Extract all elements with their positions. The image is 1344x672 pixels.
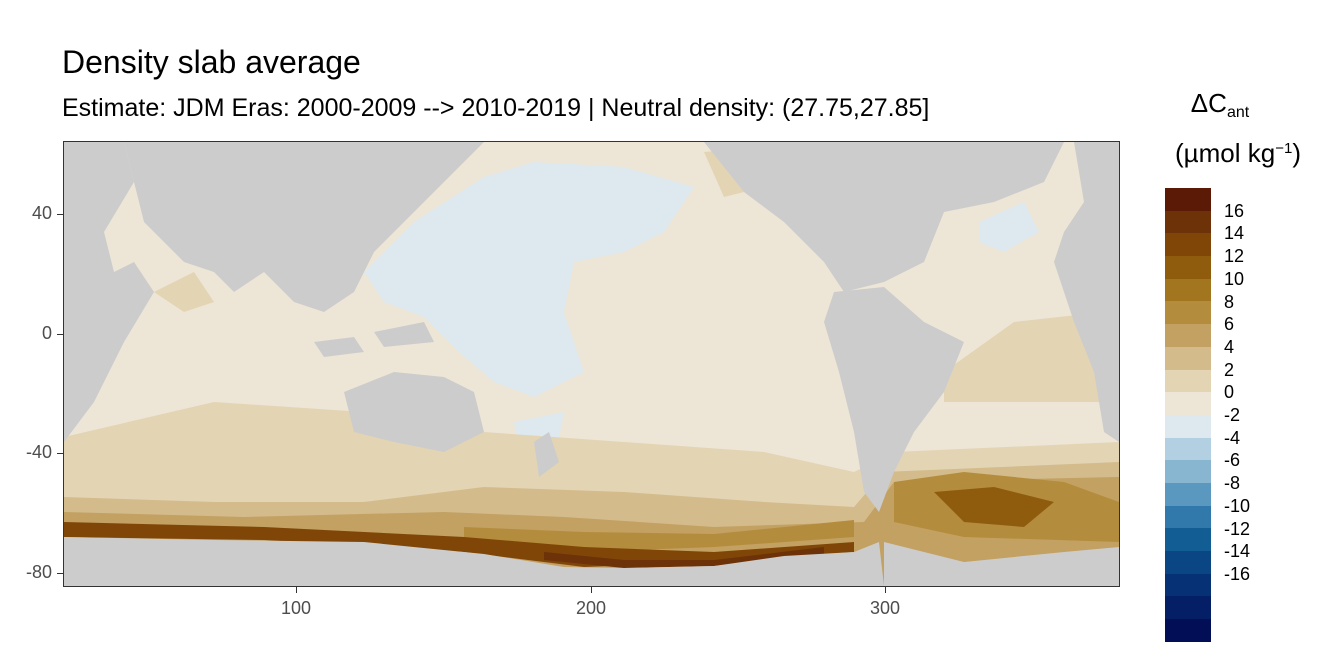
- y-tick-label: -80: [25, 562, 52, 582]
- legend-swatch: [1165, 301, 1211, 325]
- x-tickmark: [885, 587, 886, 593]
- page-subtitle: Estimate: JDM Eras: 2000-2009 --> 2010-2…: [62, 94, 930, 122]
- legend-label: 6: [1224, 314, 1235, 335]
- legend-swatch: [1165, 505, 1211, 529]
- legend-swatch: [1165, 414, 1211, 438]
- legend-label: -10: [1224, 495, 1251, 516]
- legend-swatch: [1165, 573, 1211, 597]
- legend-swatch: [1165, 392, 1211, 415]
- antarctica-land: [64, 537, 884, 586]
- greenland-land: [944, 142, 1044, 167]
- north-america-land: [704, 142, 1064, 292]
- y-tickmark: [57, 334, 63, 335]
- antarctica-land-east: [884, 542, 1119, 586]
- legend-swatch: [1165, 188, 1211, 211]
- legend-label: 12: [1224, 246, 1245, 267]
- delta-cant-map: [64, 142, 1119, 586]
- legend-swatch: [1165, 346, 1211, 370]
- legend-swatch: [1165, 619, 1211, 642]
- negative-region-north-atlantic: [979, 202, 1039, 252]
- legend-swatch: [1165, 278, 1211, 302]
- legend-label: -8: [1224, 473, 1241, 494]
- legend-color-bar: [1165, 188, 1211, 642]
- y-tick-label: 0: [41, 323, 52, 343]
- legend-title: ΔCant: [1190, 88, 1250, 121]
- legend-label: -14: [1224, 541, 1251, 562]
- legend-swatch: [1165, 324, 1211, 347]
- legend-label: 4: [1224, 336, 1235, 357]
- y-tickmark: [57, 573, 63, 574]
- legend-swatch: [1165, 437, 1211, 461]
- europe-africa-land: [1054, 142, 1119, 442]
- legend-label: -4: [1224, 427, 1241, 448]
- legend-label: 14: [1224, 223, 1245, 244]
- legend-label: 16: [1224, 200, 1245, 221]
- page-title: Density slab average: [62, 44, 361, 80]
- band-14-16-coastal: [544, 547, 824, 568]
- africa-east-land: [64, 142, 154, 442]
- band-12-14-coastal: [64, 522, 854, 567]
- legend-label: -16: [1224, 563, 1251, 584]
- map-panel[interactable]: [63, 141, 1120, 587]
- legend-swatch: [1165, 551, 1211, 574]
- y-tickmark: [57, 214, 63, 215]
- band-12-14-weddell-core: [934, 487, 1054, 527]
- legend-swatch: [1165, 460, 1211, 483]
- eurasia-land: [124, 142, 484, 312]
- legend-unit: (µmol kg−1): [1175, 138, 1301, 168]
- indonesia-islands-land: [314, 322, 434, 357]
- band-2-4-east-atlantic: [944, 312, 1119, 402]
- x-tick-label: 100: [280, 598, 312, 618]
- legend-swatch: [1165, 210, 1211, 234]
- legend-swatch: [1165, 482, 1211, 506]
- legend-swatch: [1165, 256, 1211, 279]
- legend-label: -2: [1224, 405, 1241, 425]
- legend-label: -6: [1224, 450, 1241, 471]
- legend-label: 8: [1224, 291, 1235, 312]
- australia-land: [344, 372, 484, 452]
- new-zealand-land: [534, 432, 559, 477]
- x-tick-label: 300: [869, 598, 901, 618]
- legend-label: 0: [1224, 382, 1235, 403]
- y-tickmark: [57, 453, 63, 454]
- south-america-land: [824, 287, 964, 512]
- x-tick-label: 200: [575, 598, 607, 618]
- y-tick-label: -40: [25, 442, 52, 462]
- x-tickmark: [296, 587, 297, 593]
- legend-swatch: [1165, 528, 1211, 551]
- legend-label: 10: [1224, 268, 1245, 289]
- land-masses: [64, 142, 1119, 586]
- legend-swatch: [1165, 596, 1211, 620]
- negative-region-north-pacific: [364, 162, 694, 397]
- band-2-4-arabian-sea: [154, 272, 214, 312]
- x-tickmark: [591, 587, 592, 593]
- legend-label: -12: [1224, 518, 1251, 539]
- legend-swatch: [1165, 233, 1211, 257]
- band-8-10-ross-sea: [464, 520, 854, 552]
- legend-label: 2: [1224, 359, 1235, 380]
- y-tick-label: 40: [31, 203, 52, 223]
- legend-swatch: [1165, 369, 1211, 393]
